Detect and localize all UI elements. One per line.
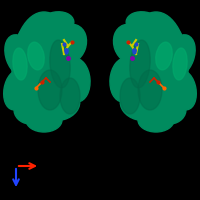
Ellipse shape [17, 20, 55, 52]
Ellipse shape [130, 40, 150, 88]
Ellipse shape [138, 70, 162, 110]
Ellipse shape [53, 24, 87, 64]
Ellipse shape [13, 48, 27, 80]
Ellipse shape [138, 108, 174, 132]
Ellipse shape [120, 78, 140, 114]
Ellipse shape [26, 108, 62, 132]
Ellipse shape [38, 70, 62, 110]
Ellipse shape [110, 58, 138, 102]
Ellipse shape [28, 42, 44, 70]
Ellipse shape [62, 58, 90, 102]
Ellipse shape [50, 40, 70, 88]
Ellipse shape [126, 12, 162, 36]
Ellipse shape [12, 12, 76, 128]
Ellipse shape [124, 12, 188, 128]
Ellipse shape [173, 48, 187, 80]
Ellipse shape [165, 35, 195, 77]
Ellipse shape [145, 20, 183, 52]
Ellipse shape [40, 88, 80, 120]
Ellipse shape [156, 42, 172, 70]
Ellipse shape [12, 43, 36, 97]
Ellipse shape [38, 12, 74, 36]
Ellipse shape [164, 43, 188, 97]
Ellipse shape [14, 96, 46, 124]
Ellipse shape [4, 70, 28, 110]
Ellipse shape [113, 24, 147, 64]
Ellipse shape [120, 88, 160, 120]
Ellipse shape [60, 78, 80, 114]
Ellipse shape [154, 96, 186, 124]
Ellipse shape [172, 70, 196, 110]
Ellipse shape [5, 35, 35, 77]
